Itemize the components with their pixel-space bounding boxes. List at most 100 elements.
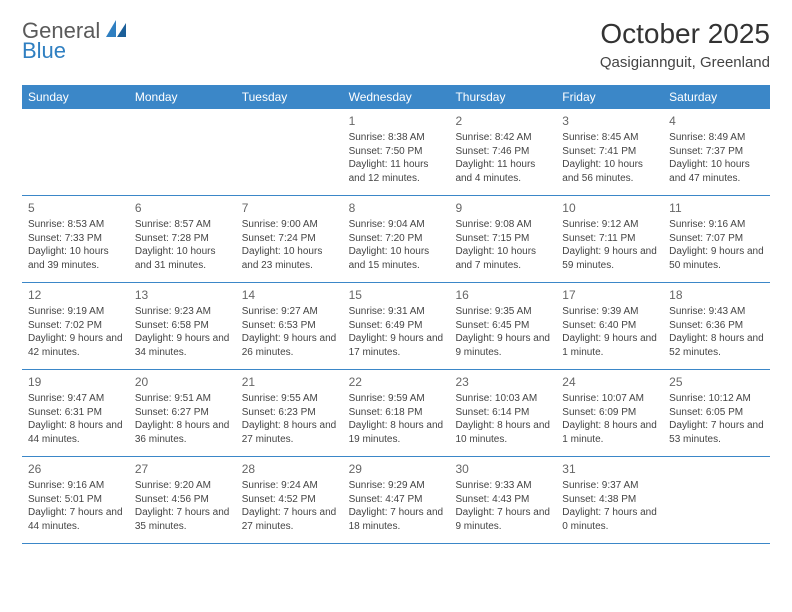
day-number: 26 — [28, 461, 123, 477]
daylight-line: Daylight: 10 hours and 56 minutes. — [562, 158, 657, 185]
day-cell: 18Sunrise: 9:43 AMSunset: 6:36 PMDayligh… — [663, 283, 770, 369]
sunset-line: Sunset: 5:01 PM — [28, 493, 123, 507]
daylight-line: Daylight: 11 hours and 4 minutes. — [455, 158, 550, 185]
day-number: 22 — [349, 374, 444, 390]
sunset-line: Sunset: 4:52 PM — [242, 493, 337, 507]
daylight-line: Daylight: 9 hours and 34 minutes. — [135, 332, 230, 359]
sunset-line: Sunset: 6:27 PM — [135, 406, 230, 420]
sunrise-line: Sunrise: 9:27 AM — [242, 305, 337, 319]
daylight-line: Daylight: 7 hours and 9 minutes. — [455, 506, 550, 533]
daylight-line: Daylight: 7 hours and 35 minutes. — [135, 506, 230, 533]
sunset-line: Sunset: 7:28 PM — [135, 232, 230, 246]
calendar: SundayMondayTuesdayWednesdayThursdayFrid… — [22, 85, 770, 544]
day-number: 9 — [455, 200, 550, 216]
day-cell: 8Sunrise: 9:04 AMSunset: 7:20 PMDaylight… — [343, 196, 450, 282]
sunrise-line: Sunrise: 9:55 AM — [242, 392, 337, 406]
day-number: 12 — [28, 287, 123, 303]
daylight-line: Daylight: 8 hours and 36 minutes. — [135, 419, 230, 446]
day-header: Sunday — [22, 85, 129, 109]
day-number: 21 — [242, 374, 337, 390]
daylight-line: Daylight: 11 hours and 12 minutes. — [349, 158, 444, 185]
day-number: 10 — [562, 200, 657, 216]
sunrise-line: Sunrise: 10:07 AM — [562, 392, 657, 406]
logo-text-blue: Blue — [22, 38, 66, 64]
sunrise-line: Sunrise: 8:42 AM — [455, 131, 550, 145]
sunset-line: Sunset: 7:50 PM — [349, 145, 444, 159]
day-cell: 5Sunrise: 8:53 AMSunset: 7:33 PMDaylight… — [22, 196, 129, 282]
week-row: 5 Sunrise: 8:53 AMSunset: 7:33 PM Daylight… — [22, 196, 770, 283]
sunset-line: Sunset: 6:58 PM — [135, 319, 230, 333]
day-number: 24 — [562, 374, 657, 390]
page-header: General October 2025 Qasigiannguit, Gree… — [22, 18, 770, 71]
sunset-line: Sunset: 6:18 PM — [349, 406, 444, 420]
sunset-line: Sunset: 6:53 PM — [242, 319, 337, 333]
daylight-line: Daylight: 10 hours and 47 minutes. — [669, 158, 764, 185]
sunrise-line: Sunrise: 8:49 AM — [669, 131, 764, 145]
day-number: 28 — [242, 461, 337, 477]
day-cell: 31Sunrise: 9:37 AMSunset: 4:38 PMDayligh… — [556, 457, 663, 543]
day-number: 17 — [562, 287, 657, 303]
day-cell: 14Sunrise: 9:27 AMSunset: 6:53 PMDayligh… — [236, 283, 343, 369]
day-cell: 4Sunrise: 8:49 AMSunset: 7:37 PMDaylight… — [663, 109, 770, 195]
day-number: 13 — [135, 287, 230, 303]
sunrise-line: Sunrise: 8:53 AM — [28, 218, 123, 232]
daylight-line: Daylight: 10 hours and 7 minutes. — [455, 245, 550, 272]
daylight-line: Daylight: 7 hours and 18 minutes. — [349, 506, 444, 533]
daylight-line: Daylight: 9 hours and 59 minutes. — [562, 245, 657, 272]
daylight-line: Daylight: 8 hours and 52 minutes. — [669, 332, 764, 359]
day-header: Monday — [129, 85, 236, 109]
sunrise-line: Sunrise: 9:23 AM — [135, 305, 230, 319]
day-cell: 28Sunrise: 9:24 AMSunset: 4:52 PMDayligh… — [236, 457, 343, 543]
sunset-line: Sunset: 7:07 PM — [669, 232, 764, 246]
sunset-line: Sunset: 7:37 PM — [669, 145, 764, 159]
sunrise-line: Sunrise: 8:45 AM — [562, 131, 657, 145]
day-cell: 30Sunrise: 9:33 AMSunset: 4:43 PMDayligh… — [449, 457, 556, 543]
sunrise-line: Sunrise: 9:37 AM — [562, 479, 657, 493]
sunrise-line: Sunrise: 9:00 AM — [242, 218, 337, 232]
sunrise-line: Sunrise: 9:35 AM — [455, 305, 550, 319]
month-title: October 2025 — [600, 18, 770, 50]
sunrise-line: Sunrise: 10:12 AM — [669, 392, 764, 406]
daylight-line: Daylight: 9 hours and 50 minutes. — [669, 245, 764, 272]
day-number: 29 — [349, 461, 444, 477]
sunset-line: Sunset: 6:36 PM — [669, 319, 764, 333]
day-cell: 2Sunrise: 8:42 AMSunset: 7:46 PMDaylight… — [449, 109, 556, 195]
day-number: 5 — [28, 200, 123, 216]
day-cell: 10Sunrise: 9:12 AMSunset: 7:11 PMDayligh… — [556, 196, 663, 282]
day-cell: 13 Sunrise: 9:23 AMSunset: 6:58 PMDayligh… — [129, 283, 236, 369]
day-number: 6 — [135, 200, 230, 216]
sunset-line: Sunset: 6:05 PM — [669, 406, 764, 420]
sunset-line: Sunset: 4:47 PM — [349, 493, 444, 507]
day-number: 23 — [455, 374, 550, 390]
sunset-line: Sunset: 7:33 PM — [28, 232, 123, 246]
sunset-line: Sunset: 6:14 PM — [455, 406, 550, 420]
daylight-line: Daylight: 7 hours and 27 minutes. — [242, 506, 337, 533]
location-label: Qasigiannguit, Greenland — [600, 54, 770, 71]
daylight-line: Daylight: 9 hours and 1 minute. — [562, 332, 657, 359]
daylight-line: Daylight: 7 hours and 0 minutes. — [562, 506, 657, 533]
day-header: Friday — [556, 85, 663, 109]
daylight-line: Daylight: 10 hours and 15 minutes. — [349, 245, 444, 272]
day-number: 11 — [669, 200, 764, 216]
day-cell: 16Sunrise: 9:35 AMSunset: 6:45 PMDayligh… — [449, 283, 556, 369]
title-block: October 2025 Qasigiannguit, Greenland — [600, 18, 770, 71]
sunrise-line: Sunrise: 9:51 AM — [135, 392, 230, 406]
sunset-line: Sunset: 7:11 PM — [562, 232, 657, 246]
sunrise-line: Sunrise: 9:29 AM — [349, 479, 444, 493]
daylight-line: Daylight: 9 hours and 42 minutes. — [28, 332, 123, 359]
day-number: 3 — [562, 113, 657, 129]
sunrise-line: Sunrise: 9:59 AM — [349, 392, 444, 406]
day-number: 25 — [669, 374, 764, 390]
sunrise-line: Sunrise: 9:39 AM — [562, 305, 657, 319]
day-cell: 9Sunrise: 9:08 AMSunset: 7:15 PMDaylight… — [449, 196, 556, 282]
sunrise-line: Sunrise: 9:16 AM — [669, 218, 764, 232]
day-cell: 20Sunrise: 9:51 AMSunset: 6:27 PMDayligh… — [129, 370, 236, 456]
day-number: 7 — [242, 200, 337, 216]
day-header: Tuesday — [236, 85, 343, 109]
sunrise-line: Sunrise: 8:38 AM — [349, 131, 444, 145]
day-number: 18 — [669, 287, 764, 303]
sunrise-line: Sunrise: 8:57 AM — [135, 218, 230, 232]
day-cell-empty — [129, 109, 236, 195]
daylight-line: Daylight: 10 hours and 31 minutes. — [135, 245, 230, 272]
day-cell: 3Sunrise: 8:45 AMSunset: 7:41 PMDaylight… — [556, 109, 663, 195]
